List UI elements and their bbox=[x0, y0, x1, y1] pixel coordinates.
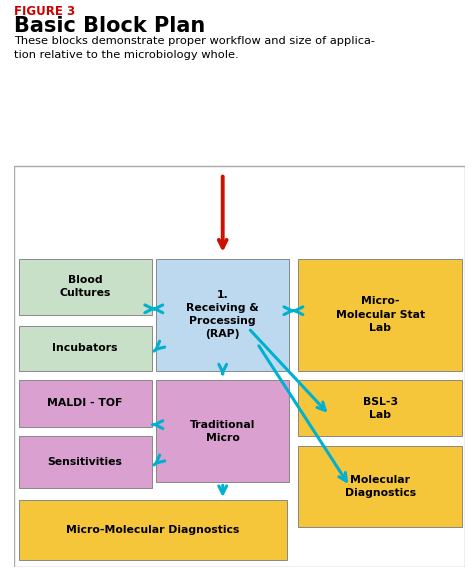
Text: Blood
Cultures: Blood Cultures bbox=[59, 275, 111, 298]
FancyBboxPatch shape bbox=[156, 380, 289, 482]
Text: Traditional
Micro: Traditional Micro bbox=[190, 420, 255, 443]
Text: FIGURE 3: FIGURE 3 bbox=[14, 5, 75, 17]
Text: Basic Block Plan: Basic Block Plan bbox=[14, 16, 205, 36]
FancyBboxPatch shape bbox=[18, 380, 152, 427]
FancyBboxPatch shape bbox=[156, 259, 289, 371]
Text: 1.
Receiving &
Processing
(RAP): 1. Receiving & Processing (RAP) bbox=[186, 290, 259, 339]
FancyBboxPatch shape bbox=[18, 326, 152, 371]
FancyBboxPatch shape bbox=[18, 436, 152, 488]
Text: BSL-3
Lab: BSL-3 Lab bbox=[363, 397, 398, 420]
FancyBboxPatch shape bbox=[298, 380, 462, 436]
FancyBboxPatch shape bbox=[18, 500, 287, 560]
FancyBboxPatch shape bbox=[298, 446, 462, 527]
Text: Sensitivities: Sensitivities bbox=[48, 457, 123, 467]
FancyBboxPatch shape bbox=[14, 166, 465, 567]
Text: Molecular
Diagnostics: Molecular Diagnostics bbox=[345, 475, 416, 498]
Text: MALDI - TOF: MALDI - TOF bbox=[47, 398, 123, 408]
Text: These blocks demonstrate proper workflow and size of applica-
tion relative to t: These blocks demonstrate proper workflow… bbox=[14, 36, 375, 60]
FancyBboxPatch shape bbox=[18, 259, 152, 314]
Text: Micro-
Molecular Stat
Lab: Micro- Molecular Stat Lab bbox=[336, 296, 425, 333]
Text: Incubators: Incubators bbox=[53, 343, 118, 353]
Text: Micro-Molecular Diagnostics: Micro-Molecular Diagnostics bbox=[66, 525, 239, 535]
FancyBboxPatch shape bbox=[298, 259, 462, 371]
